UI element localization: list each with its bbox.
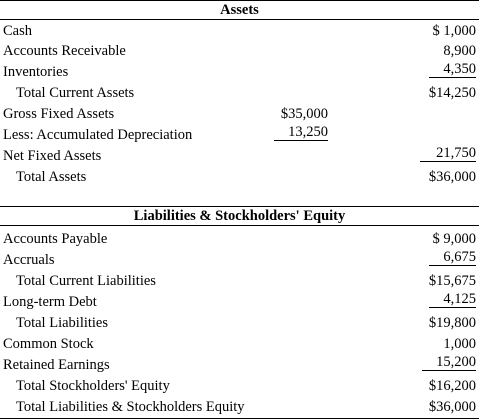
row-value-accounts-payable: $ 9,000 <box>432 231 477 247</box>
row-mid-gross-fixed-assets: $35,000 <box>280 106 328 122</box>
row-label-total-assets: Total Assets <box>16 169 87 185</box>
row-label-net-fixed-assets: Net Fixed Assets <box>3 148 102 164</box>
table-row: Accruals 6,675 <box>0 250 479 270</box>
row-value-long-term-debt: 4,125 <box>429 292 476 308</box>
row-mid-accumulated-depreciation: 13,250 <box>274 125 328 141</box>
row-value-cash: $ 1,000 <box>432 23 477 39</box>
row-value-total-current-assets: $14,250 <box>428 85 476 101</box>
row-label-long-term-debt: Long-term Debt <box>3 294 97 310</box>
row-label-total-current-liabilities: Total Current Liabilities <box>16 273 156 289</box>
table-row: Accounts Receivable 8,900 <box>0 41 479 61</box>
table-row: Total Stockholders' Equity $16,200 <box>0 376 479 396</box>
row-label-inventories: Inventories <box>3 64 69 80</box>
row-label-accounts-receivable: Accounts Receivable <box>3 43 126 59</box>
row-label-accumulated-depreciation: Less: Accumulated Depreciation <box>3 127 193 143</box>
table-row: Net Fixed Assets 21,750 <box>0 146 479 166</box>
row-value-total-liabilities-equity: $36,000 <box>428 399 476 415</box>
row-label-cash: Cash <box>3 23 32 39</box>
table-row: Total Liabilities & Stockholders Equity … <box>0 397 479 417</box>
table-row: Accounts Payable $ 9,000 <box>0 229 479 249</box>
row-value-total-liabilities: $19,800 <box>428 315 476 331</box>
row-value-total-assets: $36,000 <box>428 169 476 185</box>
row-value-accounts-receivable: 8,900 <box>443 43 476 59</box>
bottom-divider <box>0 418 479 419</box>
row-label-common-stock: Common Stock <box>3 336 94 352</box>
table-row: Total Liabilities $19,800 <box>0 313 479 333</box>
table-row: Cash $ 1,000 <box>0 21 479 41</box>
row-label-accounts-payable: Accounts Payable <box>3 231 108 247</box>
assets-header: Assets <box>0 0 479 20</box>
table-row: Gross Fixed Assets $35,000 <box>0 104 479 124</box>
row-label-total-current-assets: Total Current Assets <box>16 85 135 101</box>
row-label-retained-earnings: Retained Earnings <box>3 357 110 373</box>
liabilities-header: Liabilities & Stockholders' Equity <box>0 206 479 226</box>
row-label-total-liabilities: Total Liabilities <box>16 315 109 331</box>
table-row: Retained Earnings 15,200 <box>0 355 479 375</box>
row-value-retained-earnings: 15,200 <box>422 355 476 371</box>
row-value-common-stock: 1,000 <box>443 336 476 352</box>
row-label-total-stockholders-equity: Total Stockholders' Equity <box>16 378 170 394</box>
table-row: Common Stock 1,000 <box>0 334 479 354</box>
table-row: Total Assets $36,000 <box>0 167 479 187</box>
row-value-net-fixed-assets: 21,750 <box>420 146 476 162</box>
table-row: Total Current Assets $14,250 <box>0 83 479 103</box>
row-label-total-liabilities-equity: Total Liabilities & Stockholders Equity <box>16 399 245 415</box>
row-label-gross-fixed-assets: Gross Fixed Assets <box>3 106 115 122</box>
row-value-total-current-liabilities: $15,675 <box>428 273 476 289</box>
table-row: Inventories 4,350 <box>0 62 479 82</box>
table-row: Less: Accumulated Depreciation 13,250 <box>0 125 479 145</box>
table-row: Total Current Liabilities $15,675 <box>0 271 479 291</box>
row-value-accruals: 6,675 <box>429 250 476 266</box>
row-value-inventories: 4,350 <box>429 62 476 78</box>
row-label-accruals: Accruals <box>3 252 55 268</box>
table-row: Long-term Debt 4,125 <box>0 292 479 312</box>
row-value-total-stockholders-equity: $16,200 <box>428 378 476 394</box>
